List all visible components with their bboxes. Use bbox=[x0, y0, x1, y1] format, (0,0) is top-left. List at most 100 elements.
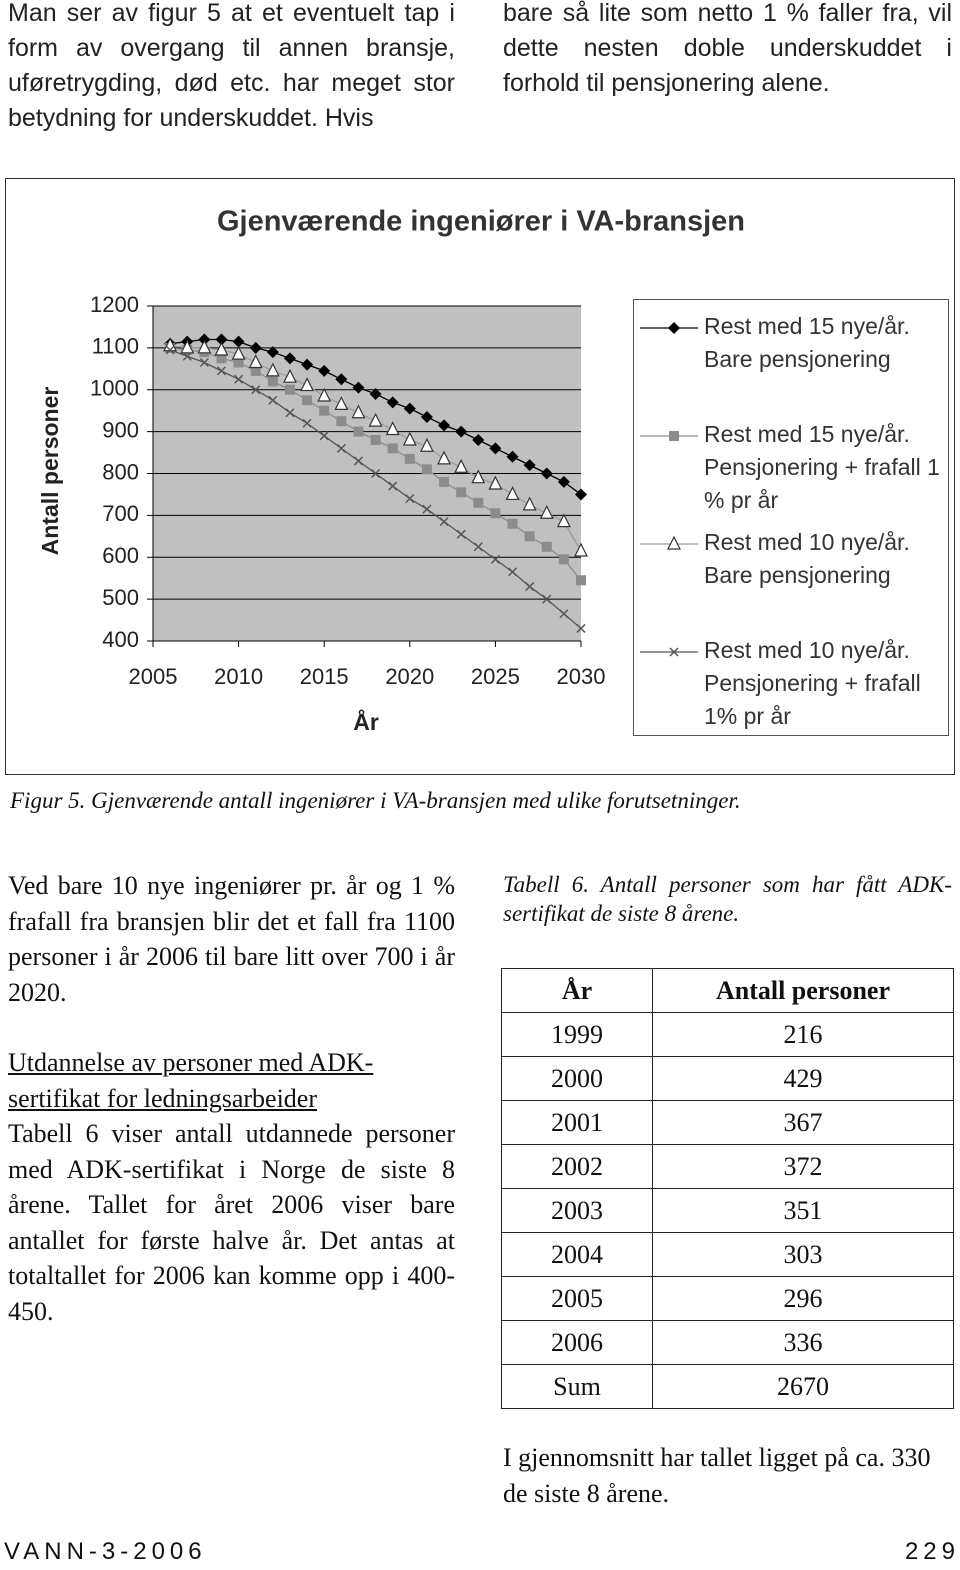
note: I gjennomsnitt har tallet ligget på ca. … bbox=[503, 1443, 931, 1508]
legend-item: Rest med 10 nye/år. Bare pensjonering bbox=[634, 526, 948, 592]
table: År Antall personer 1999 216 2000 429 2001 367 20… bbox=[501, 968, 954, 1409]
table-cell: 2005 bbox=[501, 1276, 653, 1321]
marker bbox=[387, 443, 398, 454]
x-tick-label: 2005 bbox=[129, 664, 178, 689]
marker bbox=[669, 647, 679, 657]
marker bbox=[319, 431, 329, 441]
marker bbox=[284, 384, 295, 395]
y-tick-label: 1000 bbox=[90, 376, 139, 401]
marker bbox=[334, 396, 349, 411]
marker bbox=[301, 358, 314, 371]
marker bbox=[215, 333, 228, 346]
table-cell: 351 bbox=[652, 1188, 954, 1233]
marker bbox=[351, 404, 366, 419]
y-tick-label: 800 bbox=[102, 459, 139, 484]
marker bbox=[557, 475, 570, 488]
journal-footer: VANN-3-2006 bbox=[4, 1538, 207, 1565]
marker bbox=[524, 531, 535, 542]
marker bbox=[439, 517, 449, 527]
marker bbox=[669, 431, 679, 441]
table-cell: 367 bbox=[652, 1100, 954, 1145]
marker bbox=[506, 450, 519, 463]
marker bbox=[405, 494, 415, 504]
paragraph: Ved bare 10 nye ingeniører pr. år og 1 %… bbox=[8, 871, 455, 1007]
marker bbox=[523, 459, 536, 472]
marker bbox=[385, 421, 400, 436]
marker bbox=[402, 431, 417, 446]
marker bbox=[420, 410, 433, 423]
legend-label: Rest med 10 nye/år. Bare pensjonering bbox=[704, 529, 910, 588]
marker bbox=[265, 362, 280, 377]
marker bbox=[248, 354, 263, 369]
y-tick-label: 1200 bbox=[90, 292, 139, 317]
marker bbox=[507, 567, 518, 577]
marker bbox=[525, 582, 535, 592]
marker bbox=[403, 402, 416, 415]
marker bbox=[473, 497, 484, 508]
marker bbox=[249, 341, 262, 354]
marker bbox=[539, 504, 554, 519]
marker bbox=[214, 341, 229, 356]
marker bbox=[302, 418, 312, 428]
marker bbox=[267, 376, 278, 387]
marker bbox=[282, 368, 297, 383]
left-column: Ved bare 10 nye ingeniører pr. år og 1 %… bbox=[8, 868, 455, 1329]
table-row: 2004 303 bbox=[501, 1232, 954, 1277]
top-left-text: Man ser av figur 5 at et eventuelt tap i… bbox=[8, 0, 455, 132]
legend-item: Rest med 15 nye/år. Bare pensjonering bbox=[634, 310, 948, 376]
y-tick-label: 700 bbox=[102, 501, 139, 526]
marker bbox=[199, 358, 209, 368]
table-row: 2002 372 bbox=[501, 1144, 954, 1189]
table-cell: 1999 bbox=[501, 1012, 653, 1057]
table-cell: 2004 bbox=[501, 1232, 653, 1277]
marker bbox=[353, 426, 364, 437]
marker bbox=[216, 353, 227, 364]
table-header-row: År Antall personer bbox=[501, 968, 954, 1013]
legend-label: Rest med 15 nye/år. Bare pensjonering bbox=[704, 313, 910, 372]
y-axis-label: Antall personer bbox=[37, 387, 63, 556]
marker bbox=[454, 458, 469, 473]
x-tick-label: 2020 bbox=[385, 664, 434, 689]
marker bbox=[251, 385, 261, 395]
table-header-cell: Antall personer bbox=[652, 968, 954, 1013]
marker bbox=[439, 476, 450, 487]
legend-swatch bbox=[640, 647, 698, 657]
figure-caption: Figur 5. Gjenværende antall ingeniører i… bbox=[10, 788, 741, 813]
marker bbox=[437, 450, 452, 465]
marker bbox=[300, 377, 315, 392]
y-tick-label: 900 bbox=[102, 417, 139, 442]
marker bbox=[165, 345, 175, 355]
marker bbox=[421, 464, 432, 475]
table-cell: 2670 bbox=[652, 1364, 954, 1409]
paragraph: Tabell 6 viser antall utdannede personer… bbox=[8, 1119, 455, 1326]
marker bbox=[489, 442, 502, 455]
marker bbox=[422, 504, 432, 514]
y-tick-label: 400 bbox=[102, 627, 139, 652]
table-cell: 303 bbox=[652, 1232, 954, 1277]
marker bbox=[456, 529, 466, 539]
table-cell: 372 bbox=[652, 1144, 954, 1189]
marker bbox=[667, 535, 681, 550]
marker bbox=[268, 395, 278, 405]
marker bbox=[490, 554, 500, 564]
table-row: 2005 296 bbox=[501, 1276, 954, 1321]
marker bbox=[371, 468, 381, 479]
marker bbox=[352, 381, 365, 394]
marker bbox=[558, 554, 569, 565]
table-row: Sum 2670 bbox=[501, 1364, 954, 1409]
marker bbox=[198, 333, 211, 346]
table-cell: Sum bbox=[501, 1364, 653, 1409]
legend-label: Rest med 15 nye/år. Pensjonering + frafa… bbox=[704, 421, 940, 513]
table-cell: 336 bbox=[652, 1320, 954, 1365]
marker bbox=[522, 496, 537, 511]
marker bbox=[540, 467, 553, 480]
marker bbox=[490, 508, 501, 519]
marker bbox=[369, 387, 382, 400]
table-row: 2000 429 bbox=[501, 1056, 954, 1101]
marker bbox=[556, 513, 571, 528]
marker bbox=[319, 405, 330, 416]
marker bbox=[318, 364, 331, 377]
marker bbox=[266, 346, 279, 359]
legend-item: Rest med 10 nye/år. Pensjonering + frafa… bbox=[634, 634, 948, 733]
